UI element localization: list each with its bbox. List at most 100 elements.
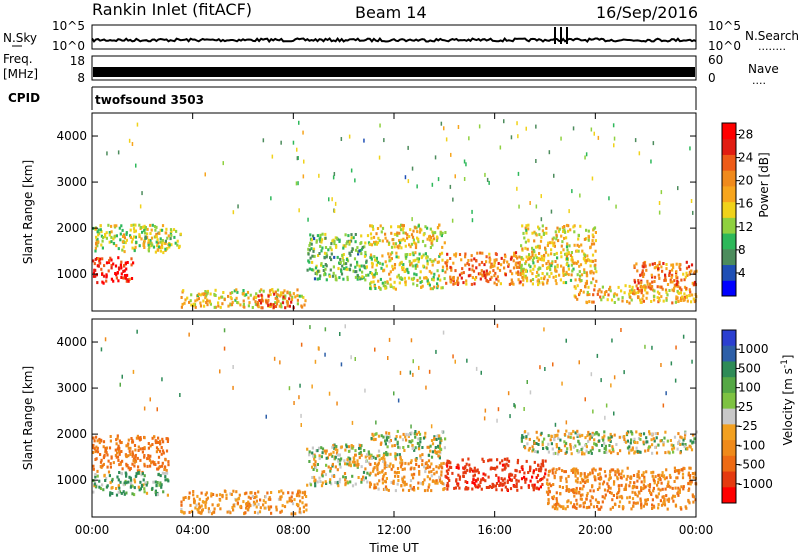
echo-cell [423,478,426,482]
echo-cell [567,474,570,478]
echo-cell [666,293,669,297]
echo-cell [583,237,586,241]
echo-cell [190,303,193,307]
echo-cell [267,303,270,307]
echo-cell [550,271,553,275]
echo-cell [657,477,660,481]
echo-cell [593,432,596,436]
echo-cell [479,277,482,281]
echo-cell [625,440,628,444]
echo-cell [442,330,445,335]
echo-cell [404,268,408,272]
echo-cell [298,294,301,298]
echo-cell [280,489,283,493]
echo-cell [95,235,98,239]
echo-cell [360,247,364,251]
echo-cell [157,436,160,440]
echo-cell [611,338,613,343]
echo-cell [172,228,176,232]
echo-cell [546,478,549,482]
echo-cell [591,433,594,437]
echo-cell [434,231,437,235]
echo-cell [121,228,124,232]
echo-cell [603,293,606,296]
echo-cell [289,293,292,297]
echo-cell [692,500,695,504]
echo-cell [583,253,586,257]
echo-cell [165,437,168,441]
echo-cell [410,233,414,237]
echo-cell [593,288,596,292]
echo-cell [353,257,357,261]
freq-panel-frame [91,55,697,81]
echo-cell [401,468,404,471]
echo-cell [176,239,179,243]
echo-cell [692,495,695,499]
echo-cell [129,452,132,456]
echo-cell [541,461,544,465]
echo-cell [637,289,641,293]
echo-cell [102,274,106,278]
echo-cell [312,268,315,272]
echo-cell [279,302,282,306]
echo-cell [398,453,401,457]
echo-cell [381,469,384,473]
echo-cell [383,138,385,143]
echo-cell [527,471,530,474]
echo-cell [477,483,480,487]
echo-cell [575,479,578,483]
echo-cell [382,269,385,273]
echo-cell [470,258,473,262]
echo-cell [384,442,387,446]
echo-cell [245,491,248,495]
echo-cell [348,242,351,246]
echo-cell [658,260,661,264]
echo-cell [579,193,581,198]
echo-cell [489,258,492,262]
echo-cell [576,477,579,481]
echo-cell [370,257,373,261]
echo-cell [564,470,567,474]
echo-cell [628,495,631,499]
echo-cell [640,489,643,492]
echo-cell [404,253,407,257]
echo-cell [594,468,597,472]
echo-cell [585,228,588,232]
freq-trace [93,67,695,77]
echo-cell [584,436,587,440]
echo-cell [239,505,242,509]
echo-cell [602,480,606,484]
echo-cell [476,485,480,489]
echo-cell [676,276,679,280]
echo-cell [495,277,498,281]
echo-cell [414,246,418,250]
echo-cell [154,489,157,493]
echo-cell [401,479,404,483]
echo-cell [411,166,414,171]
echo-cell [678,262,681,266]
echo-cell [131,142,134,146]
echo-cell [418,443,421,447]
echo-cell [302,130,304,135]
echo-cell [125,491,128,495]
echo-cell [584,155,586,160]
echo-cell [104,449,108,453]
echo-cell [314,455,317,459]
echo-cell [404,461,407,465]
echo-cell [394,452,397,456]
echo-cell [607,438,610,442]
echo-cell [412,238,415,242]
echo-cell [378,454,381,458]
echo-cell [570,452,573,456]
echo-cell [526,279,529,283]
echo-cell [623,438,626,441]
echo-cell [115,276,118,280]
echo-cell [641,297,644,301]
echo-cell [414,226,417,230]
cpid-value: twofsound 3503 [95,93,204,107]
echo-cell [388,431,391,435]
echo-cell [594,267,597,271]
echo-cell [183,301,186,305]
echo-cell [592,235,595,239]
echo-cell [146,464,149,468]
